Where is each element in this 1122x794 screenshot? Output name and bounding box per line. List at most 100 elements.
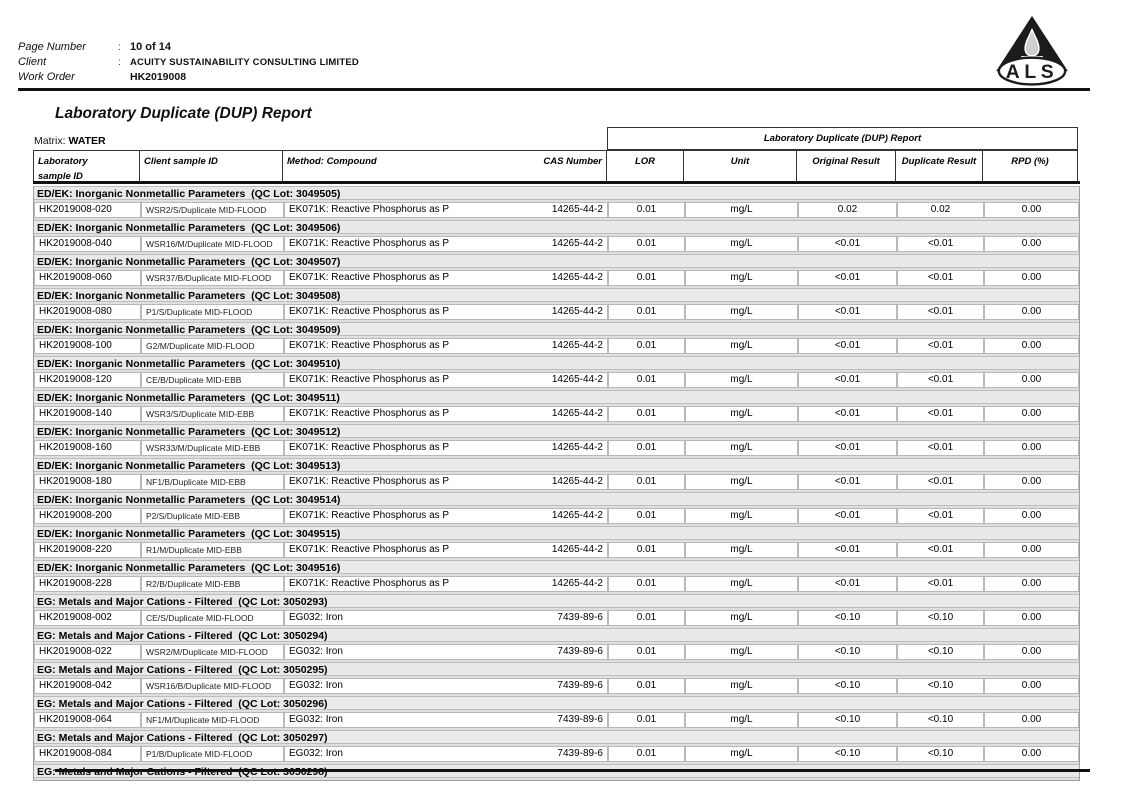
lab-sample-id-cell: HK2019008-084 xyxy=(34,746,141,762)
method-text: EK071K: Reactive Phosphorus as P xyxy=(289,204,450,215)
method-compound-cell: EG032: Iron 7439-89-6 xyxy=(284,712,608,728)
table-row: HK2019008-080 P1/S/Duplicate MID-FLOOD EK0… xyxy=(34,304,1079,320)
section-header: ED/EK: Inorganic Nonmetallic Parameters … xyxy=(34,560,1079,574)
rpd-cell: 0.00 xyxy=(984,474,1079,490)
lab-sample-id-cell: HK2019008-228 xyxy=(34,576,141,592)
client-label: Client xyxy=(18,56,47,68)
client-sample-id-cell: WSR3/S/Duplicate MID-EBB xyxy=(141,406,284,422)
unit-cell: mg/L xyxy=(685,236,798,252)
table-row: HK2019008-042 WSR16/B/Duplicate MID-FLOOD… xyxy=(34,678,1079,694)
unit-cell: mg/L xyxy=(685,440,798,456)
method-text: EG032: Iron xyxy=(289,646,343,657)
lab-sample-id-cell: HK2019008-200 xyxy=(34,508,141,524)
lab-sample-id-cell: HK2019008-100 xyxy=(34,338,141,354)
cas-number: 7439-89-6 xyxy=(557,680,603,691)
rpd-cell: 0.00 xyxy=(984,338,1079,354)
duplicate-result-cell: <0.01 xyxy=(897,440,984,456)
original-result-cell: <0.01 xyxy=(798,474,897,490)
section-header: ED/EK: Inorganic Nonmetallic Parameters … xyxy=(34,254,1079,268)
lab-sample-id-cell: HK2019008-160 xyxy=(34,440,141,456)
method-compound-cell: EK071K: Reactive Phosphorus as P 14265-44… xyxy=(284,474,608,490)
rpd-cell: 0.00 xyxy=(984,712,1079,728)
unit-cell: mg/L xyxy=(685,678,798,694)
method-compound-cell: EK071K: Reactive Phosphorus as P 14265-44… xyxy=(284,372,608,388)
section-header: ED/EK: Inorganic Nonmetallic Parameters … xyxy=(34,526,1079,540)
table-row: HK2019008-160 WSR33/M/Duplicate MID-EBB EK… xyxy=(34,440,1079,456)
section-header: ED/EK: Inorganic Nonmetallic Parameters … xyxy=(34,322,1079,336)
original-result-cell: <0.01 xyxy=(798,576,897,592)
section-header: ED/EK: Inorganic Nonmetallic Parameters … xyxy=(34,356,1079,370)
header-spacer: Matrix: WATER xyxy=(33,127,607,150)
method-compound-cell: EG032: Iron 7439-89-6 xyxy=(284,746,608,762)
original-result-cell: <0.10 xyxy=(798,610,897,626)
lor-cell: 0.01 xyxy=(608,678,685,694)
client-sample-id-cell: CE/S/Duplicate MID-FLOOD xyxy=(141,610,284,626)
table-row: HK2019008-040 WSR16/M/Duplicate MID-FLOOD… xyxy=(34,236,1079,252)
rpd-cell: 0.00 xyxy=(984,644,1079,660)
lor-cell: 0.01 xyxy=(608,406,685,422)
duplicate-result-cell: <0.01 xyxy=(897,542,984,558)
original-result-cell: <0.01 xyxy=(798,338,897,354)
cas-number: 14265-44-2 xyxy=(551,544,603,555)
lab-sample-id-cell: HK2019008-022 xyxy=(34,644,141,660)
lab-sample-id-cell: HK2019008-060 xyxy=(34,270,141,286)
matrix-value: WATER xyxy=(68,135,106,147)
original-result-cell: <0.01 xyxy=(798,440,897,456)
lor-cell: 0.01 xyxy=(608,236,685,252)
rpd-cell: 0.00 xyxy=(984,236,1079,252)
client-sample-id-cell: P2/S/Duplicate MID-EBB xyxy=(141,508,284,524)
cas-number: 14265-44-2 xyxy=(551,204,603,215)
lab-sample-id-cell: HK2019008-180 xyxy=(34,474,141,490)
header-divider xyxy=(18,88,1090,91)
section-header: ED/EK: Inorganic Nonmetallic Parameters … xyxy=(34,186,1079,200)
rpd-cell: 0.00 xyxy=(984,372,1079,388)
method-text: EG032: Iron xyxy=(289,680,343,691)
section-header: ED/EK: Inorganic Nonmetallic Parameters … xyxy=(34,424,1079,438)
col-header-cas-number: CAS Number xyxy=(530,150,607,181)
original-result-cell: 0.02 xyxy=(798,202,897,218)
lor-cell: 0.01 xyxy=(608,270,685,286)
original-result-cell: <0.01 xyxy=(798,406,897,422)
client-sample-id-cell: NF1/B/Duplicate MID-EBB xyxy=(141,474,284,490)
lab-sample-id-cell: HK2019008-120 xyxy=(34,372,141,388)
method-text: EK071K: Reactive Phosphorus as P xyxy=(289,510,450,521)
lor-cell: 0.01 xyxy=(608,542,685,558)
lor-cell: 0.01 xyxy=(608,644,685,660)
client-sample-id-cell: WSR2/S/Duplicate MID-FLOOD xyxy=(141,202,284,218)
method-compound-cell: EK071K: Reactive Phosphorus as P 14265-44… xyxy=(284,270,608,286)
cas-number: 14265-44-2 xyxy=(551,374,603,385)
col-header-original-result: Original Result xyxy=(797,150,896,181)
cas-number: 14265-44-2 xyxy=(551,340,603,351)
unit-cell: mg/L xyxy=(685,576,798,592)
rpd-cell: 0.00 xyxy=(984,610,1079,626)
client-sample-id-cell: P1/S/Duplicate MID-FLOOD xyxy=(141,304,284,320)
unit-cell: mg/L xyxy=(685,202,798,218)
rpd-cell: 0.00 xyxy=(984,440,1079,456)
lor-cell: 0.01 xyxy=(608,202,685,218)
method-text: EG032: Iron xyxy=(289,714,343,725)
unit-cell: mg/L xyxy=(685,508,798,524)
lor-cell: 0.01 xyxy=(608,304,685,320)
section-header: ED/EK: Inorganic Nonmetallic Parameters … xyxy=(34,458,1079,472)
client-sample-id-cell: WSR16/B/Duplicate MID-FLOOD xyxy=(141,678,284,694)
lor-cell: 0.01 xyxy=(608,508,685,524)
als-logo-icon: ALS xyxy=(996,15,1068,86)
unit-cell: mg/L xyxy=(685,712,798,728)
table-row: HK2019008-120 CE/B/Duplicate MID-EBB EK071… xyxy=(34,372,1079,388)
lor-cell: 0.01 xyxy=(608,474,685,490)
method-text: EG032: Iron xyxy=(289,748,343,759)
client-sample-id-cell: WSR2/M/Duplicate MID-FLOOD xyxy=(141,644,284,660)
original-result-cell: <0.01 xyxy=(798,270,897,286)
duplicate-result-cell: <0.10 xyxy=(897,712,984,728)
client-sample-id-cell: R1/M/Duplicate MID-EBB xyxy=(141,542,284,558)
page-number-value: 10 of 14 xyxy=(130,41,171,53)
table-row: HK2019008-200 P2/S/Duplicate MID-EBB EK071… xyxy=(34,508,1079,524)
lab-sample-id-cell: HK2019008-002 xyxy=(34,610,141,626)
table-row: HK2019008-022 WSR2/M/Duplicate MID-FLOOD E… xyxy=(34,644,1079,660)
method-compound-cell: EK071K: Reactive Phosphorus as P 14265-44… xyxy=(284,236,608,252)
rpd-cell: 0.00 xyxy=(984,202,1079,218)
method-text: EK071K: Reactive Phosphorus as P xyxy=(289,306,450,317)
method-compound-cell: EK071K: Reactive Phosphorus as P 14265-44… xyxy=(284,576,608,592)
method-text: EK071K: Reactive Phosphorus as P xyxy=(289,408,450,419)
lab-sample-id-cell: HK2019008-064 xyxy=(34,712,141,728)
